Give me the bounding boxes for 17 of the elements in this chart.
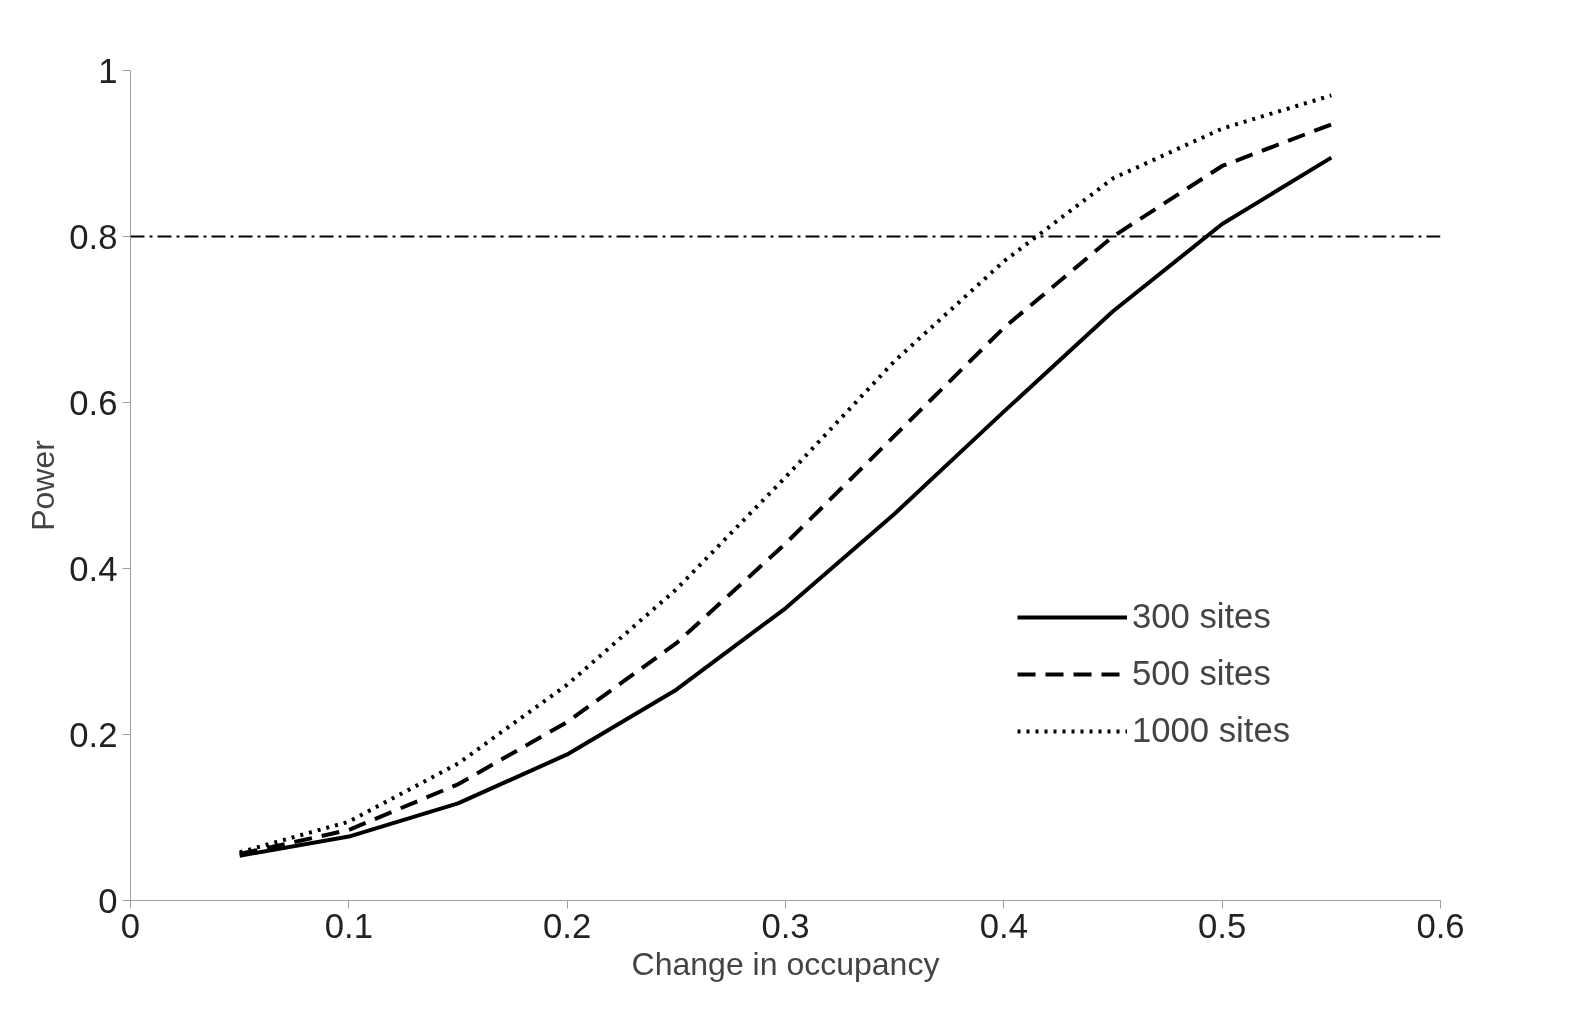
y-tick-label: 0 [98, 881, 118, 920]
y-axis-title: Power [25, 439, 62, 531]
legend-label: 1000 sites [1132, 711, 1290, 750]
y-tick-label: 0.4 [69, 549, 118, 588]
y-tick-label: 0.6 [69, 383, 118, 422]
y-tick-label: 0.2 [69, 715, 118, 754]
x-tick-label: 0.4 [979, 906, 1028, 945]
x-tick-label: 0.1 [324, 906, 373, 945]
y-tick-label: 1 [98, 51, 118, 90]
x-tick-label: 0.3 [761, 906, 810, 945]
legend-label: 500 sites [1132, 654, 1271, 693]
x-tick-label: 0.2 [543, 906, 592, 945]
legend-label: 300 sites [1132, 597, 1271, 636]
x-axis-title: Change in occupancy [631, 945, 940, 982]
y-tick-label: 0.8 [69, 217, 118, 256]
x-tick-label: 0.6 [1416, 906, 1465, 945]
x-tick-label: 0.5 [1198, 906, 1247, 945]
